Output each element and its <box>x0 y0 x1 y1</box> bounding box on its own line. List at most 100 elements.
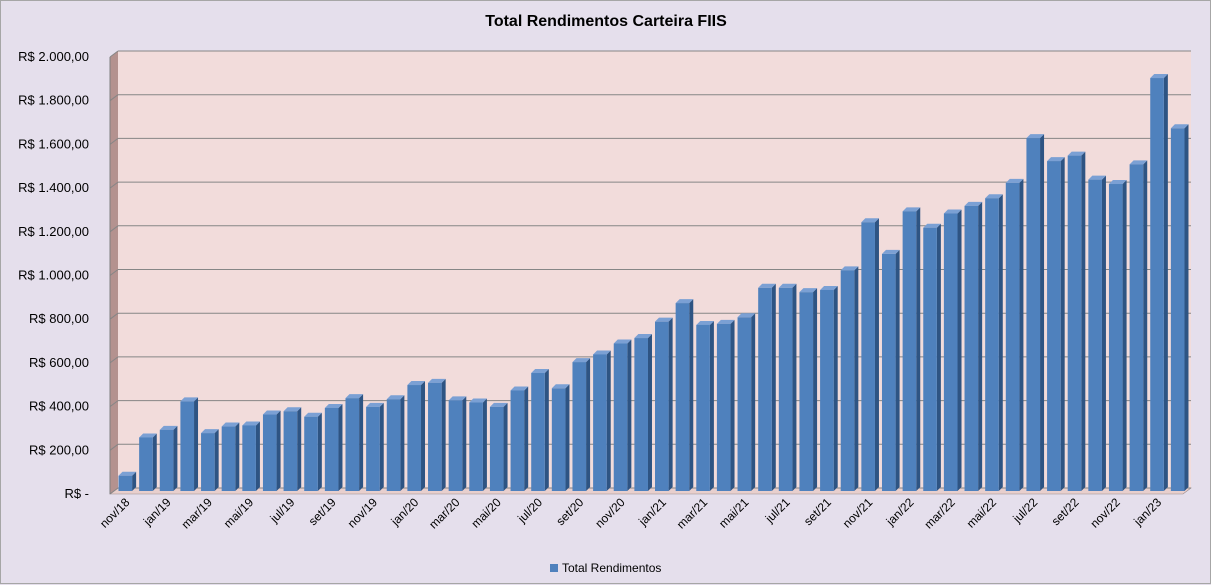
x-tick-label: jul/19 <box>267 495 298 526</box>
bar-side <box>730 319 735 491</box>
bar-side <box>379 402 384 491</box>
bar-side <box>895 249 900 491</box>
bar-top <box>345 394 364 399</box>
bar <box>820 289 834 491</box>
bar <box>180 401 195 491</box>
bar-top <box>1108 180 1127 185</box>
bar <box>531 373 545 491</box>
bar <box>634 338 648 491</box>
bar-side <box>255 421 260 491</box>
bar <box>655 321 669 491</box>
bar-side <box>978 201 983 492</box>
bar <box>1108 184 1123 491</box>
bar-side <box>1040 134 1045 491</box>
bar-top <box>324 403 343 408</box>
bar-side <box>998 194 1003 491</box>
x-tick-label: mai/19 <box>221 495 257 531</box>
bar <box>902 211 917 491</box>
bar-top <box>262 410 281 415</box>
gridline-side <box>109 50 119 58</box>
bar-side <box>544 369 549 491</box>
bar-top <box>428 378 446 383</box>
gridline-side <box>109 443 119 451</box>
bar-side <box>194 397 199 491</box>
bar-top <box>655 317 673 322</box>
bar <box>469 402 483 491</box>
bar-top <box>964 201 983 206</box>
bar-top <box>386 395 405 400</box>
gridline-side <box>109 94 119 102</box>
bar-side <box>297 407 302 491</box>
bar <box>572 362 587 491</box>
bar-top <box>1170 124 1189 129</box>
bar-side <box>1019 178 1024 492</box>
bar-side <box>751 313 756 491</box>
bar <box>861 222 875 491</box>
bar <box>366 406 380 491</box>
bar <box>964 205 979 492</box>
bar-top <box>675 299 694 304</box>
bar-side <box>936 223 941 491</box>
bar-side <box>792 283 797 491</box>
legend: Total Rendimentos <box>550 561 661 575</box>
bar-side <box>854 266 859 491</box>
bar <box>551 388 566 491</box>
x-tick-label: nov/20 <box>592 495 628 531</box>
bar <box>1129 164 1144 491</box>
gridline-side <box>109 137 119 145</box>
bar-side <box>586 358 591 491</box>
bar <box>345 398 360 491</box>
bar-top <box>613 339 632 344</box>
bar <box>201 433 215 491</box>
bar-side <box>400 395 405 491</box>
bar <box>262 414 277 491</box>
bar <box>324 407 339 491</box>
bar-side <box>1163 74 1168 491</box>
bar-side <box>771 283 776 491</box>
bar-side <box>1184 124 1189 491</box>
gridline-side <box>109 400 119 408</box>
bar-side <box>214 429 219 491</box>
bar-side <box>689 299 694 491</box>
legend-swatch <box>550 564 558 572</box>
x-tick-label: jan/22 <box>883 495 917 529</box>
bar-side <box>462 396 467 491</box>
y-tick-label: R$ 1.800,00 <box>18 93 89 108</box>
bar <box>923 227 937 491</box>
gridline-side <box>109 225 119 233</box>
x-tick-label: jul/21 <box>762 495 793 526</box>
bar <box>386 399 401 491</box>
bar-side <box>1060 157 1065 491</box>
bar-side <box>359 394 364 491</box>
bar-side <box>152 433 157 491</box>
bar-top <box>1026 134 1045 139</box>
gridline-side <box>109 269 119 276</box>
y-tick-label: R$ 2.000,00 <box>18 49 89 64</box>
y-tick-label: R$ 1.600,00 <box>18 136 89 151</box>
bar <box>1088 179 1102 491</box>
bar-side <box>668 317 673 491</box>
bar <box>1005 182 1020 492</box>
bar-side <box>503 402 508 491</box>
bar <box>943 213 958 491</box>
bar-top <box>139 433 157 438</box>
bar <box>159 429 174 491</box>
x-tick-label: mar/20 <box>426 495 463 532</box>
bar <box>696 324 710 491</box>
bar-top <box>510 386 529 391</box>
bar-side <box>173 425 178 491</box>
bar-top <box>448 396 467 401</box>
bar <box>716 323 731 491</box>
bar-top <box>923 223 941 228</box>
bar-top <box>242 421 260 426</box>
bar <box>737 317 752 491</box>
bar-top <box>716 319 735 324</box>
y-tick-label: R$ 400,00 <box>29 399 89 414</box>
x-tick-label: jan/23 <box>1130 495 1164 529</box>
bar-side <box>709 320 714 491</box>
bar <box>489 406 504 491</box>
x-tick-label: jan/21 <box>635 495 669 529</box>
y-tick-label: R$ 1.200,00 <box>18 224 89 239</box>
bar-side <box>916 207 921 491</box>
bar-top <box>366 402 384 407</box>
